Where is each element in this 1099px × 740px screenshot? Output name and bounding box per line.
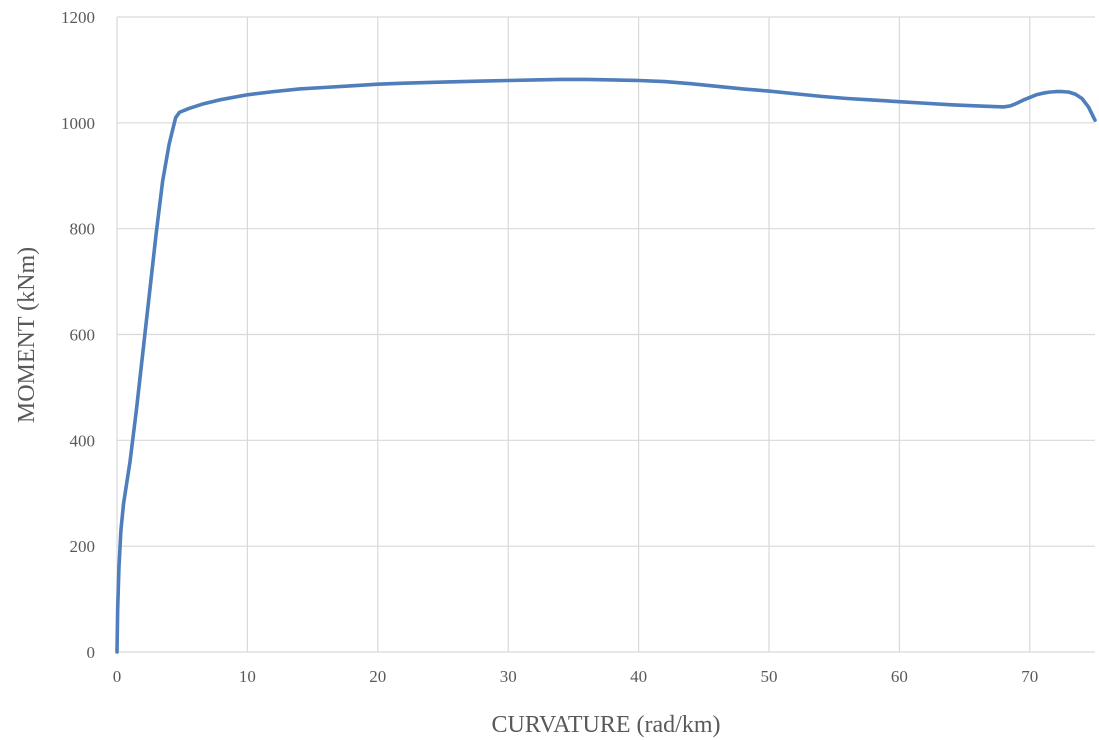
x-tick-label: 0 <box>113 667 122 686</box>
moment-curvature-line <box>115 77 1097 654</box>
x-tick-label: 10 <box>239 667 256 686</box>
x-tick-label: 50 <box>761 667 778 686</box>
y-tick-label: 200 <box>70 537 96 556</box>
x-axis-title: CURVATURE (rad/km) <box>492 712 721 738</box>
y-tick-label: 800 <box>70 220 96 239</box>
x-tick-label: 70 <box>1021 667 1038 686</box>
x-tick-label: 40 <box>630 667 647 686</box>
y-tick-label: 1200 <box>61 8 95 27</box>
series-lines <box>115 77 1097 654</box>
gridlines <box>116 16 1095 653</box>
y-tick-label: 400 <box>70 431 96 450</box>
y-tick-label: 600 <box>70 326 96 345</box>
tick-labels: 0 200 400 600 800 1000 1200 0 10 20 30 40 50 60 70 <box>61 8 1038 686</box>
y-axis-title: MOMENT (kNm) <box>14 247 40 423</box>
x-tick-label: 20 <box>369 667 386 686</box>
y-tick-label: 1000 <box>61 114 95 133</box>
x-tick-label: 60 <box>891 667 908 686</box>
x-tick-label: 30 <box>500 667 517 686</box>
y-tick-label: 0 <box>87 643 96 662</box>
